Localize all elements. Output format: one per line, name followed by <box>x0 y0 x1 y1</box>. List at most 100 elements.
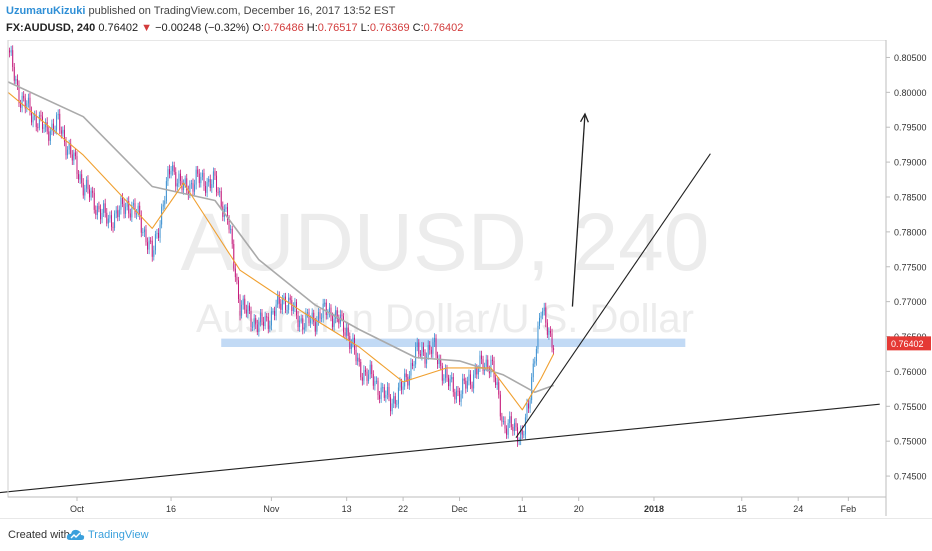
candle-body <box>104 203 106 213</box>
drawings-layer <box>0 112 880 494</box>
tradingview-brand[interactable]: TradingView <box>88 529 149 541</box>
candle-body <box>118 209 120 218</box>
price-chart[interactable]: AUDUSD, 240 Australian Dollar/U.S. Dolla… <box>0 40 932 518</box>
candle-body <box>54 129 56 131</box>
price-change: −0.00248 (−0.32%) <box>155 22 250 34</box>
candle-body <box>20 103 22 108</box>
candle-body <box>299 320 301 328</box>
candle-body <box>429 345 431 350</box>
candle-body <box>192 183 194 192</box>
candle-body <box>512 426 514 432</box>
candle-body <box>211 184 213 189</box>
candle-body <box>501 416 503 422</box>
candle-body <box>114 213 116 228</box>
candle-body <box>446 369 448 378</box>
candle-body <box>327 313 329 315</box>
candle-body <box>109 215 111 219</box>
support-zone <box>221 338 686 347</box>
candle-body <box>444 369 446 379</box>
candle-body <box>485 359 487 367</box>
ohlc-line: FX:AUDUSD, 240 0.76402 ▼ −0.00248 (−0.32… <box>6 22 463 34</box>
candle-body <box>38 114 40 128</box>
candle-body <box>16 79 18 86</box>
candle-body <box>363 370 365 381</box>
candle-body <box>170 170 172 175</box>
x-tick-label: Nov <box>263 504 280 514</box>
candle-body <box>79 174 81 180</box>
candle-body <box>172 165 174 171</box>
candle-body <box>383 387 385 398</box>
candle-body <box>216 175 218 192</box>
candle-body <box>164 200 166 205</box>
x-tick-label: 24 <box>793 504 803 514</box>
candle-body <box>471 384 473 389</box>
candle-body <box>338 318 340 324</box>
candle-body <box>509 416 511 424</box>
candle-body <box>451 377 453 380</box>
candle-body <box>410 362 412 376</box>
symbol-label[interactable]: FX:AUDUSD, 240 <box>6 22 96 34</box>
candle-body <box>545 307 547 323</box>
candle-body <box>405 373 407 378</box>
candle-body <box>195 169 197 185</box>
candle-body <box>169 169 170 175</box>
candle-body <box>159 224 161 238</box>
candle-body <box>142 232 144 234</box>
candle-body <box>184 178 186 184</box>
candle-body <box>74 152 76 157</box>
y-tick-label: 0.77500 <box>894 262 927 272</box>
candle-body <box>347 327 349 337</box>
candle-body <box>542 311 544 316</box>
candle-body <box>21 95 23 108</box>
candle-body <box>297 315 299 328</box>
x-tick-label: 16 <box>166 504 176 514</box>
y-tick-label: 0.77000 <box>894 297 927 307</box>
candle-body <box>147 242 149 250</box>
candle-body <box>203 172 205 187</box>
candle-body <box>292 307 294 311</box>
candle-body <box>26 103 28 109</box>
candle-body <box>40 114 42 117</box>
candle-body <box>239 298 241 316</box>
candle-body <box>148 240 150 250</box>
candle-body <box>336 310 338 319</box>
candle-body <box>242 298 244 305</box>
candle-body <box>504 421 506 429</box>
candle-body <box>231 228 233 244</box>
candle-body <box>101 212 103 220</box>
candle-body <box>521 429 523 435</box>
candle-body <box>382 387 384 389</box>
candle-body <box>388 386 390 398</box>
author-link[interactable]: UzumaruKizuki <box>6 5 86 17</box>
candle-body <box>459 391 461 402</box>
candle-body <box>49 131 51 141</box>
candle-body <box>490 359 492 374</box>
candle-body <box>393 396 395 404</box>
tradingview-cloud-icon[interactable] <box>66 527 86 543</box>
fast-moving-average <box>7 91 555 411</box>
y-tick-label: 0.80000 <box>894 88 927 98</box>
candle-body <box>73 152 75 161</box>
candle-body <box>333 318 335 328</box>
candle-body <box>303 327 305 330</box>
candle-body <box>300 318 302 321</box>
candle-body <box>441 366 443 381</box>
candles-layer <box>9 45 555 447</box>
candle-body <box>294 302 296 308</box>
candle-body <box>187 190 189 196</box>
published-text: published on TradingView.com, December 1… <box>88 5 396 17</box>
candle-body <box>71 154 73 161</box>
candle-body <box>399 381 401 388</box>
candle-body <box>209 179 211 189</box>
low-value: 0.76369 <box>369 22 410 34</box>
candle-body <box>513 422 515 432</box>
candle-body <box>241 304 243 316</box>
candle-body <box>35 115 37 128</box>
candle-body <box>473 374 475 389</box>
candle-body <box>162 204 164 207</box>
candle-body <box>402 386 404 390</box>
candle-body <box>95 209 97 215</box>
candle-body <box>540 315 542 318</box>
candle-body <box>263 321 265 327</box>
candle-body <box>194 184 196 192</box>
